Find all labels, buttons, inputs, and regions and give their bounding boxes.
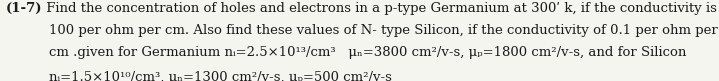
Text: cm .given for Germanium nᵢ=2.5×10¹³/cm³   μₙ=3800 cm²/v-s, μₚ=1800 cm²/v-s, and : cm .given for Germanium nᵢ=2.5×10¹³/cm³ … bbox=[49, 46, 686, 59]
Text: 100 per ohm per cm. Also find these values of N- type Silicon, if the conductivi: 100 per ohm per cm. Also find these valu… bbox=[49, 24, 718, 37]
Text: Find the concentration of holes and electrons in a p-type Germanium at 300ʹ k, i: Find the concentration of holes and elec… bbox=[42, 2, 717, 15]
Text: nᵢ=1.5×10¹⁰/cm³, μₙ=1300 cm²/v-s, μₚ=500 cm²/v-s: nᵢ=1.5×10¹⁰/cm³, μₙ=1300 cm²/v-s, μₚ=500… bbox=[49, 71, 392, 81]
Text: (1-7): (1-7) bbox=[6, 2, 42, 15]
